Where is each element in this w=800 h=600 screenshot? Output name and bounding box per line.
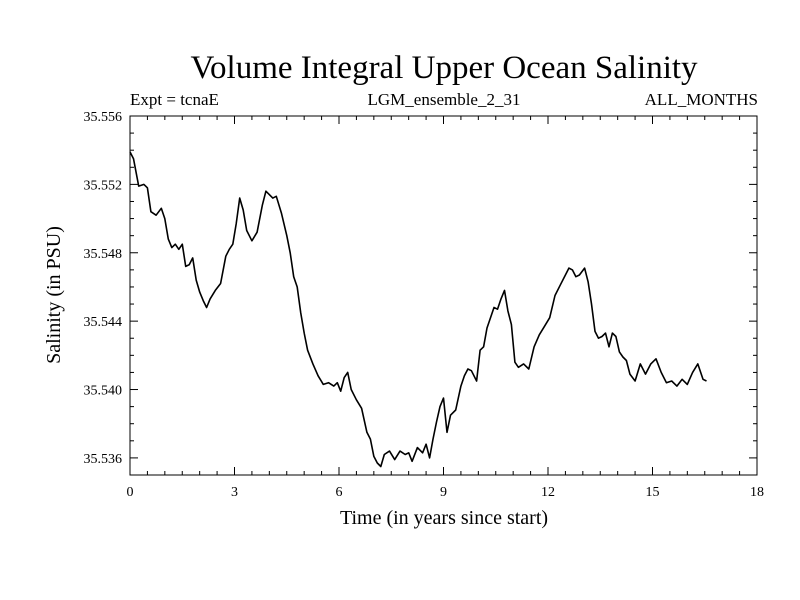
plot-frame <box>129 115 758 476</box>
x-axis-label: Time (in years since start) <box>340 507 548 529</box>
y-tick-label: 35.548 <box>84 247 123 262</box>
y-tick-label: 35.544 <box>84 315 123 330</box>
x-tick-label: 9 <box>440 485 447 500</box>
experiment-label: Expt = tcnaE <box>130 90 219 109</box>
axis-ticks <box>129 115 758 476</box>
months-label: ALL_MONTHS <box>644 90 758 109</box>
y-tick-label: 35.552 <box>84 178 123 193</box>
x-tick-label: 6 <box>336 485 343 500</box>
salinity-series-line <box>129 151 707 468</box>
x-tick-label: 18 <box>750 485 764 500</box>
chart-title: Volume Integral Upper Ocean Salinity <box>190 50 698 86</box>
x-tick-label: 12 <box>541 485 555 500</box>
x-tick-label: 15 <box>646 485 660 500</box>
y-tick-label: 35.556 <box>84 110 123 125</box>
axis-tick-labels: 0 3 6 9 12 15 18 35.536 35.540 35.544 35.548 35.552… <box>84 110 765 500</box>
x-tick-label: 0 <box>127 485 134 500</box>
y-tick-label: 35.540 <box>84 384 123 399</box>
y-axis-label: Salinity (in PSU) <box>43 226 65 364</box>
y-tick-label: 35.536 <box>84 452 123 467</box>
x-tick-label: 3 <box>231 485 238 500</box>
ensemble-label: LGM_ensemble_2_31 <box>367 90 521 109</box>
